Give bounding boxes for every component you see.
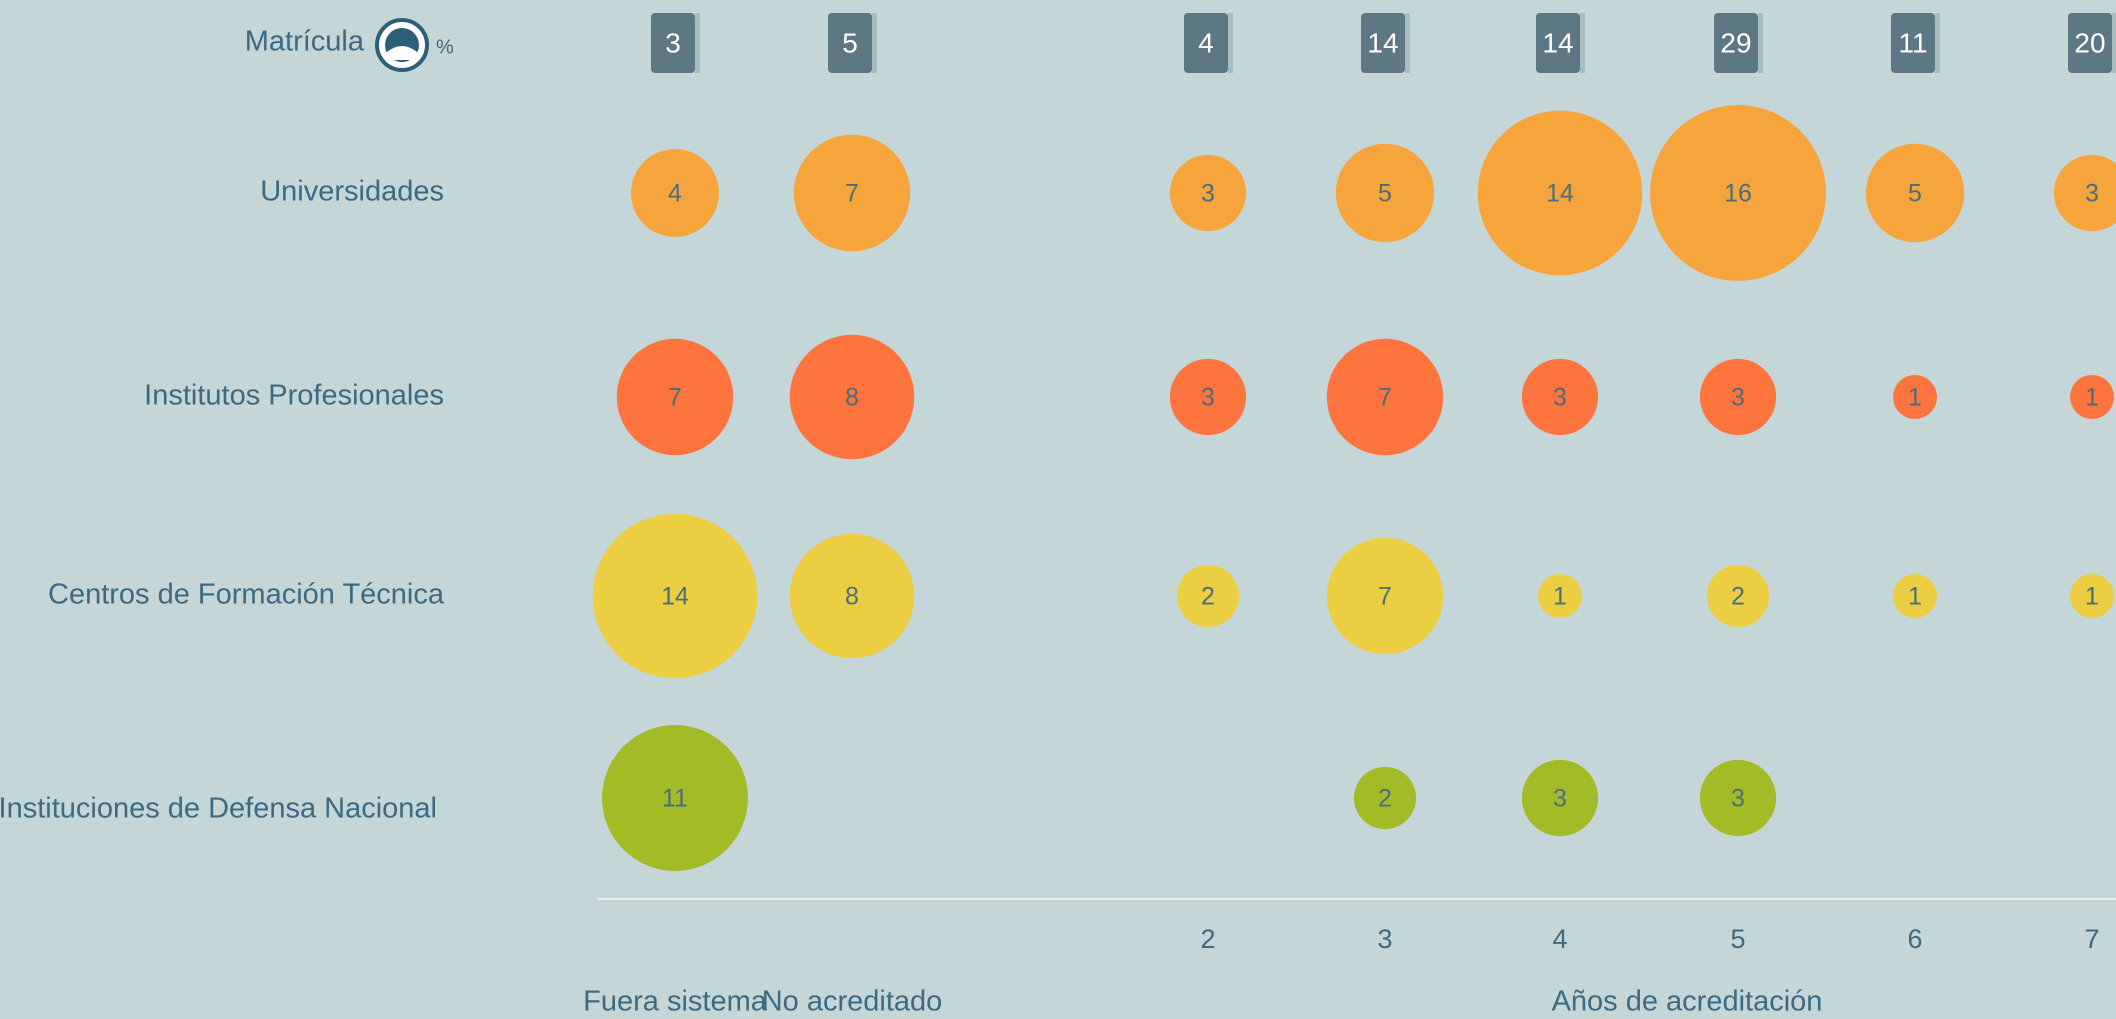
bubble-label: 14 — [661, 583, 689, 611]
x-tick-label: Fuera sistema — [583, 986, 768, 1018]
matricula-badge — [828, 13, 872, 73]
bubble-label: 1 — [1553, 583, 1567, 611]
bubble — [1893, 375, 1937, 419]
bubble — [1699, 358, 1777, 436]
matricula-badge — [1536, 13, 1580, 73]
bubble-label: 3 — [1731, 384, 1745, 412]
x-tick-label: 3 — [1377, 924, 1392, 954]
bubble — [793, 134, 911, 252]
bubble-label: 3 — [2085, 180, 2099, 208]
bubble-label: 2 — [1378, 785, 1392, 813]
bubble — [1335, 143, 1435, 243]
bubble — [1326, 537, 1444, 655]
bubble-label: 3 — [1553, 785, 1567, 813]
bubble — [1538, 574, 1582, 618]
x-tick-label: 6 — [1907, 924, 1922, 954]
bubble — [1893, 574, 1937, 618]
bubble — [1521, 759, 1599, 837]
bubble-label: 14 — [1546, 180, 1574, 208]
matricula-badge — [651, 13, 695, 73]
bubble-label: 8 — [845, 583, 859, 611]
bubble — [1169, 154, 1247, 232]
bubble — [1706, 564, 1770, 628]
bubble-label: 16 — [1724, 180, 1752, 208]
bubble — [789, 334, 915, 460]
x-tick-label: No acreditado — [762, 986, 943, 1018]
x-tick-label: 7 — [2084, 924, 2099, 954]
bubble — [2053, 154, 2116, 232]
x-tick-label: 2 — [1200, 924, 1215, 954]
matricula-badge-edge — [872, 13, 877, 73]
matricula-badge — [1361, 13, 1405, 73]
matricula-value: 14 — [1542, 27, 1573, 58]
matricula-value: 11 — [1898, 27, 1927, 58]
bubble-label: 3 — [1731, 785, 1745, 813]
bubble-label: 5 — [1908, 180, 1922, 208]
x-tick-label: 5 — [1730, 924, 1745, 954]
x-tick-label: 4 — [1552, 924, 1567, 954]
bubble-label: 7 — [668, 384, 682, 412]
matricula-badge-edge — [1580, 13, 1585, 73]
bubble — [1699, 759, 1777, 837]
bubble — [1477, 110, 1643, 276]
row-label: Instituciones de Defensa Nacional — [0, 793, 437, 825]
bubble — [1169, 358, 1247, 436]
matricula-badge-edge — [1228, 13, 1233, 73]
matricula-badge — [1891, 13, 1935, 73]
matricula-badge-edge — [1405, 13, 1410, 73]
bubble-label: 1 — [1908, 384, 1922, 412]
bubble-label: 1 — [2085, 384, 2099, 412]
bubble — [631, 149, 719, 237]
matricula-value: 3 — [665, 27, 681, 58]
row-label: Institutos Profesionales — [144, 380, 444, 412]
matricula-value: 4 — [1198, 27, 1214, 58]
matricula-icon — [375, 18, 429, 72]
matricula-value: 20 — [2074, 27, 2105, 58]
bubble — [1521, 358, 1599, 436]
matricula-badge — [1184, 13, 1228, 73]
bubble-label: 7 — [1378, 583, 1392, 611]
matricula-badge-edge — [1935, 13, 1940, 73]
matricula-value: 29 — [1720, 27, 1751, 58]
bubble-label: 2 — [1731, 583, 1745, 611]
bubble — [789, 533, 915, 659]
bubble-label: 11 — [662, 785, 688, 813]
bubble-label: 2 — [1201, 583, 1215, 611]
bubble — [592, 513, 758, 679]
bubble — [616, 338, 734, 456]
matricula-badge — [2068, 13, 2112, 73]
bubble-label: 5 — [1378, 180, 1392, 208]
bubble — [2070, 375, 2114, 419]
bubble-label: 3 — [1553, 384, 1567, 412]
row-label: Universidades — [260, 176, 444, 208]
bubble — [1353, 766, 1417, 830]
x-axis-label: Años de acreditación — [1552, 986, 1823, 1018]
matricula-badge-edge — [2112, 13, 2116, 73]
bubble — [1865, 143, 1965, 243]
bubble-label: 7 — [1378, 384, 1392, 412]
matricula-value: 14 — [1367, 27, 1398, 58]
bubble-label: 7 — [845, 180, 859, 208]
bubble — [1650, 105, 1826, 281]
bubble-label: 1 — [1908, 583, 1922, 611]
matricula-badge-edge — [695, 13, 700, 73]
bubble-label: 1 — [2085, 583, 2099, 611]
bubble — [602, 725, 748, 871]
bubble-label: 3 — [1201, 384, 1215, 412]
matricula-unit: % — [436, 36, 454, 58]
bubble — [1176, 564, 1240, 628]
matricula-badge — [1714, 13, 1758, 73]
matricula-label: Matrícula — [245, 26, 365, 58]
bubble-label: 4 — [668, 180, 682, 208]
bubble — [2070, 574, 2114, 618]
row-label: Centros de Formación Técnica — [48, 579, 445, 611]
bubble-label: 8 — [845, 384, 859, 412]
bubble — [1326, 338, 1444, 456]
matricula-badge-edge — [1758, 13, 1763, 73]
matricula-value: 5 — [842, 27, 858, 58]
bubble-label: 3 — [1201, 180, 1215, 208]
